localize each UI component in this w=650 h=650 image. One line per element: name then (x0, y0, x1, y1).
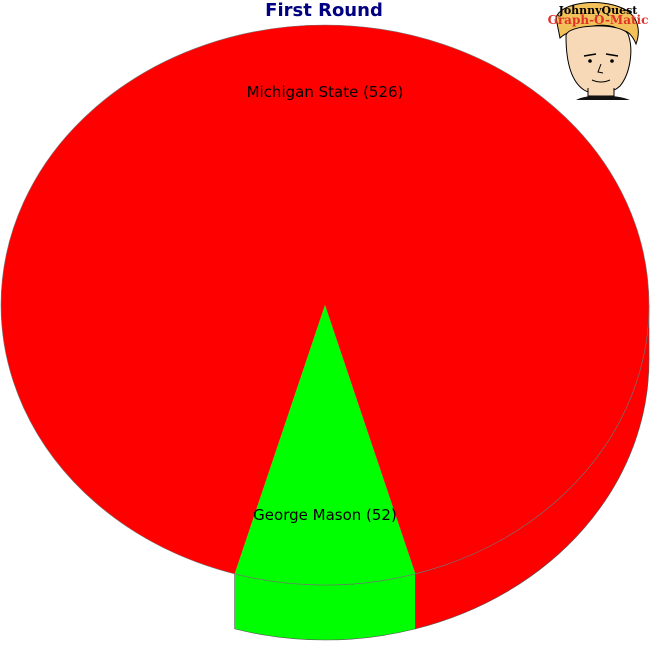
graph-o-matic-logo: JohnnyQuest Graph-O-Matic (548, 2, 649, 100)
slice-michigan-state (1, 25, 649, 574)
logo-brand-text: JohnnyQuest (558, 4, 639, 17)
slice-label-michigan-state: Michigan State (526) (247, 83, 404, 101)
slice-labels: George Mason (52) Michigan State (526) (247, 83, 404, 524)
slice-george-mason (234, 305, 416, 585)
cartoon-boy-portrait-icon (555, 2, 639, 100)
pie-top-edge (0, 24, 650, 586)
slice-label-george-mason: George Mason (52) (253, 506, 397, 524)
chart-title: First Round (265, 0, 383, 21)
logo-product-text: Graph-O-Matic (548, 13, 649, 27)
pie-slices (0, 24, 650, 641)
